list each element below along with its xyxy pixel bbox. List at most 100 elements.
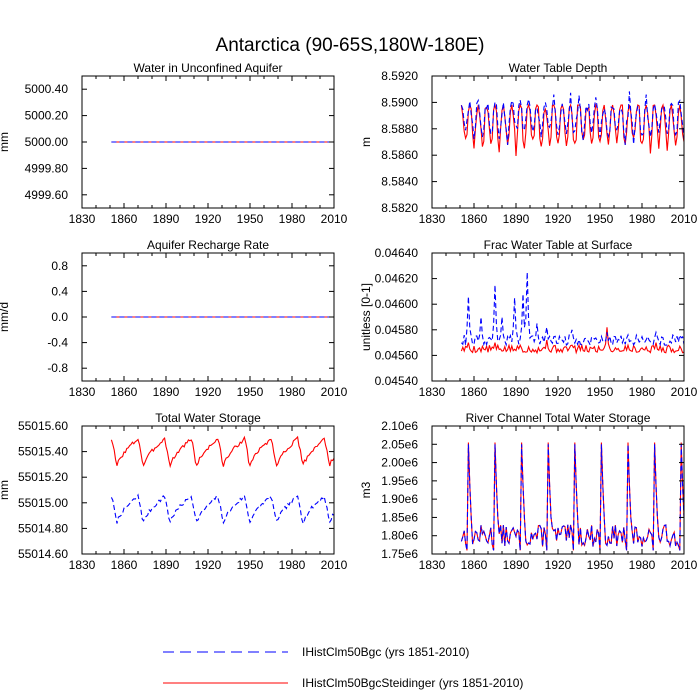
x-tick-label: 1950 — [237, 385, 264, 399]
x-tick-label: 1950 — [587, 385, 614, 399]
y-tick-label: 8.5820 — [381, 201, 418, 215]
x-tick-label: 2010 — [671, 558, 698, 572]
series-line-2 — [460, 444, 684, 551]
y-tick-label: 8.5860 — [381, 148, 418, 162]
x-tick-label: 1890 — [503, 212, 530, 226]
x-tick-label: 1830 — [419, 558, 446, 572]
series-line-2 — [461, 272, 684, 347]
y-tick-label: 55015.40 — [18, 445, 68, 459]
y-tick-label: 4999.80 — [25, 161, 69, 175]
y-tick-label: 0.04540 — [375, 374, 419, 388]
x-tick-label: 1830 — [69, 212, 96, 226]
y-tick-label: -0.8 — [47, 361, 68, 375]
panel-title: Water in Unconfined Aquifer — [134, 61, 283, 75]
x-tick-label: 1980 — [279, 558, 306, 572]
x-tick-label: 2010 — [321, 385, 348, 399]
y-tick-label: 8.5920 — [381, 69, 418, 83]
x-tick-label: 1920 — [195, 212, 222, 226]
x-tick-label: 1980 — [279, 212, 306, 226]
x-tick-label: 1860 — [461, 212, 488, 226]
legend-item-2: IHistClm50BgcSteidinger (yrs 1851-2010) — [163, 676, 523, 690]
x-tick-label: 1980 — [629, 212, 656, 226]
x-tick-label: 1920 — [195, 385, 222, 399]
x-tick-label: 1890 — [153, 385, 180, 399]
x-tick-label: 2010 — [321, 212, 348, 226]
y-tick-label: 0.04620 — [375, 272, 419, 286]
x-tick-label: 1980 — [629, 558, 656, 572]
panel-6: River Channel Total Water Storage 1830 186… — [359, 411, 698, 572]
panel-title: Total Water Storage — [155, 411, 261, 425]
y-tick-label: 2.10e6 — [381, 419, 418, 433]
y-tick-label: 1.80e6 — [381, 529, 418, 543]
y-tick-label: 1.75e6 — [381, 547, 418, 561]
x-tick-label: 1950 — [587, 212, 614, 226]
panel-5: Total Water Storage 1830 1860 1890 1920 1950 1… — [0, 411, 348, 572]
y-tick-label: 55015.60 — [18, 419, 68, 433]
legend-label: IHistClm50Bgc (yrs 1851-2010) — [302, 645, 469, 659]
x-tick-label: 1830 — [419, 385, 446, 399]
x-tick-label: 2010 — [671, 212, 698, 226]
series-group — [460, 272, 684, 355]
y-axis-label: unitless [0-1] — [359, 283, 373, 351]
x-tick-label: 1830 — [69, 558, 96, 572]
y-tick-label: 2.05e6 — [381, 437, 418, 451]
x-tick-label: 1950 — [237, 212, 264, 226]
y-tick-label: 8.5880 — [381, 122, 418, 136]
y-tick-label: 0.04600 — [375, 297, 419, 311]
panel-4: Frac Water Table at Surface 1830 1860 1890 1… — [359, 238, 698, 399]
panel-title: Frac Water Table at Surface — [484, 238, 633, 252]
x-tick-label: 2010 — [321, 558, 348, 572]
panel-1: Water in Unconfined Aquifer 1830 1860 1890 1… — [0, 61, 348, 226]
panel-3: Aquifer Recharge Rate 1830 1860 1890 1920 195… — [0, 238, 348, 399]
y-tick-label: 0.04560 — [375, 348, 419, 362]
y-tick-label: 5000.20 — [25, 109, 69, 123]
x-tick-label: 1920 — [545, 212, 572, 226]
y-axis-label: mm — [0, 480, 11, 500]
x-tick-label: 1980 — [279, 385, 306, 399]
panel-title: Aquifer Recharge Rate — [147, 238, 269, 252]
series-group — [460, 442, 684, 551]
legend: IHistClm50Bgc (yrs 1851-2010) IHistClm50B… — [163, 645, 523, 690]
series-group — [110, 435, 334, 526]
y-tick-label: 8.5840 — [381, 175, 418, 189]
x-tick-label: 1860 — [111, 558, 138, 572]
y-axis-label: mm/d — [0, 302, 11, 332]
y-tick-label: 2.00e6 — [381, 456, 418, 470]
x-tick-label: 1920 — [545, 558, 572, 572]
x-tick-label: 1950 — [237, 558, 264, 572]
x-tick-label: 1890 — [503, 385, 530, 399]
x-tick-label: 1980 — [629, 385, 656, 399]
figure-title: Antarctica (90-65S,180W-180E) — [216, 35, 485, 56]
panel-2: Water Table Depth 1830 1860 1890 1920 1950 198… — [359, 61, 698, 226]
x-tick-label: 1890 — [153, 558, 180, 572]
y-tick-label: 55014.80 — [18, 521, 68, 535]
x-tick-label: 1890 — [503, 558, 530, 572]
x-tick-label: 1920 — [545, 385, 572, 399]
panel-title: Water Table Depth — [509, 61, 608, 75]
x-tick-label: 1860 — [111, 212, 138, 226]
series-line-2 — [460, 91, 684, 146]
y-axis-label: m3 — [359, 481, 373, 498]
x-tick-label: 2010 — [671, 385, 698, 399]
panels: Water in Unconfined Aquifer 1830 1860 1890 1… — [0, 61, 698, 572]
series-line-1 — [110, 435, 334, 469]
y-tick-label: 5000.00 — [25, 135, 69, 149]
y-tick-label: 0.4 — [51, 284, 68, 298]
y-tick-label: 1.85e6 — [381, 510, 418, 524]
y-tick-label: 55015.00 — [18, 496, 68, 510]
y-tick-label: 1.95e6 — [381, 474, 418, 488]
series-line-1 — [460, 327, 684, 355]
y-axis-label: mm — [0, 132, 11, 152]
y-tick-label: 4999.60 — [25, 188, 69, 202]
y-tick-label: 1.90e6 — [381, 492, 418, 506]
y-tick-label: 0.0 — [51, 310, 68, 324]
y-axis-label: m — [359, 137, 373, 147]
x-tick-label: 1860 — [461, 558, 488, 572]
y-tick-label: -0.4 — [47, 336, 68, 350]
x-tick-label: 1830 — [419, 212, 446, 226]
y-tick-label: 55014.60 — [18, 547, 68, 561]
series-group — [460, 91, 684, 157]
x-tick-label: 1860 — [461, 385, 488, 399]
panel-title: River Channel Total Water Storage — [466, 411, 651, 425]
